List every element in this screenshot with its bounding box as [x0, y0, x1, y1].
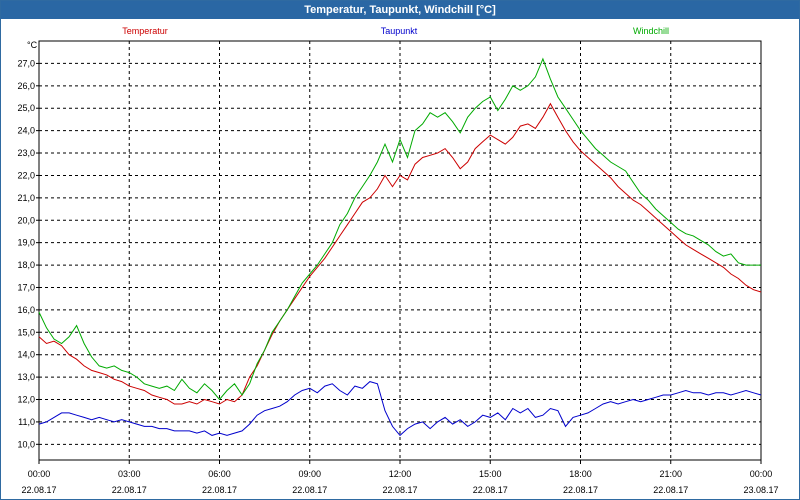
y-tick-label: 21,0 — [17, 193, 35, 203]
x-tick-date-label: 22.08.17 — [382, 485, 417, 495]
x-tick-date-label: 22.08.17 — [653, 485, 688, 495]
window-title: Temperatur, Taupunkt, Windchill [°C] — [1, 1, 799, 19]
x-tick-time-label: 15:00 — [479, 469, 502, 479]
y-tick-label: 27,0 — [17, 58, 35, 68]
legend-windchill: Windchill — [633, 26, 669, 36]
x-tick-time-label: 09:00 — [298, 469, 321, 479]
y-tick-label: 13,0 — [17, 372, 35, 382]
x-tick-time-label: 00:00 — [750, 469, 773, 479]
x-tick-date-label: 22.08.17 — [563, 485, 598, 495]
series-line-windchill — [38, 57, 761, 401]
y-tick-label: 22,0 — [17, 170, 35, 180]
x-tick-date-label: 22.08.17 — [202, 485, 237, 495]
y-tick-label: 18,0 — [17, 260, 35, 270]
x-tick-time-label: 21:00 — [659, 469, 682, 479]
legend-temperatur: Temperatur — [122, 26, 168, 36]
y-tick-label: 23,0 — [17, 148, 35, 158]
x-tick-date-label: 22.08.17 — [292, 485, 327, 495]
x-tick-time-label: 00:00 — [28, 469, 51, 479]
x-tick-date-label: 22.08.17 — [473, 485, 508, 495]
y-tick-label: 19,0 — [17, 238, 35, 248]
x-tick-time-label: 12:00 — [389, 469, 412, 479]
y-tick-label: 16,0 — [17, 305, 35, 315]
y-tick-label: 25,0 — [17, 103, 35, 113]
y-tick-label: 17,0 — [17, 282, 35, 292]
y-tick-label: 15,0 — [17, 327, 35, 337]
y-tick-label: 14,0 — [17, 350, 35, 360]
series-line-temperatur — [38, 102, 762, 405]
y-tick-label: 12,0 — [17, 395, 35, 405]
y-tick-label: 10,0 — [17, 439, 35, 449]
y-tick-label: 24,0 — [17, 126, 35, 136]
series-line-taupunkt — [38, 381, 762, 437]
y-tick-label: 20,0 — [17, 215, 35, 225]
plot-frame — [38, 40, 762, 461]
x-tick-time-label: 06:00 — [208, 469, 231, 479]
x-tick-time-label: 18:00 — [569, 469, 592, 479]
x-tick-date-label: 23.08.17 — [743, 485, 778, 495]
y-tick-label: 26,0 — [17, 81, 35, 91]
x-tick-date-label: 22.08.17 — [21, 485, 56, 495]
x-tick-date-label: 22.08.17 — [112, 485, 147, 495]
y-axis-label: °C — [27, 40, 38, 50]
legend-taupunkt: Taupunkt — [381, 26, 418, 36]
y-tick-label: 11,0 — [18, 417, 35, 427]
x-tick-time-label: 03:00 — [118, 469, 141, 479]
